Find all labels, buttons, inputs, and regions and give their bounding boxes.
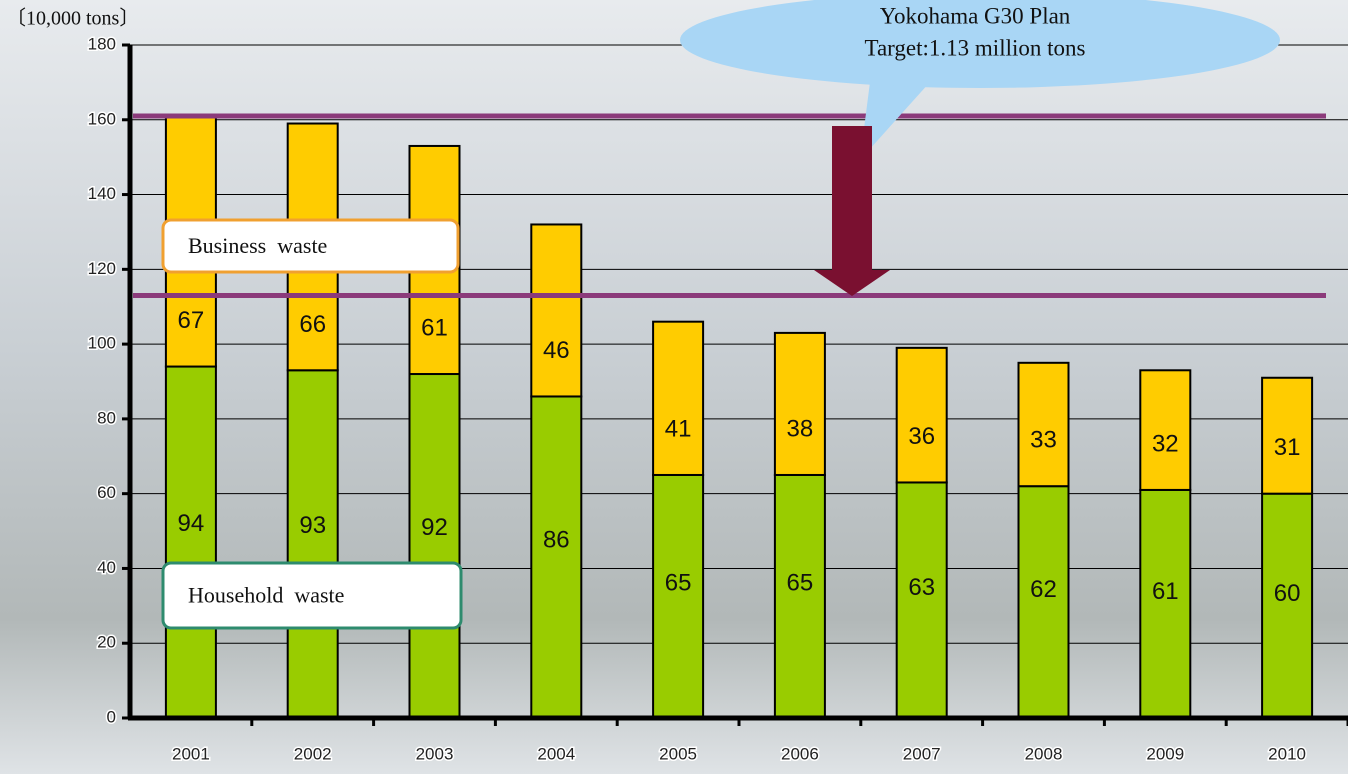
value-label: 41 xyxy=(665,415,692,442)
x-tick-label: 2003 xyxy=(416,744,454,763)
bar-segment xyxy=(531,224,581,396)
x-tick-label: 2004 xyxy=(537,744,575,763)
value-label: 94 xyxy=(178,510,205,537)
y-tick-label: 180 xyxy=(88,34,116,53)
value-label: 93 xyxy=(299,512,326,539)
y-tick-label: 120 xyxy=(88,259,116,278)
legend-label: Household waste xyxy=(188,583,344,608)
chart: 94 67 93 66 92 61 86 46 65 41 65 38 63 36 62 33 61 32 60 31… xyxy=(0,0,1348,774)
value-label: 31 xyxy=(1274,434,1301,461)
value-label: 92 xyxy=(421,514,448,541)
x-tick-label: 2008 xyxy=(1025,744,1063,763)
value-label: 61 xyxy=(1152,578,1179,605)
x-tick-label: 2006 xyxy=(781,744,819,763)
x-tick-label: 2010 xyxy=(1268,744,1306,763)
value-label: 66 xyxy=(299,311,326,338)
value-label: 67 xyxy=(178,307,205,334)
value-label: 60 xyxy=(1274,580,1301,607)
bar-segment xyxy=(288,370,338,718)
value-label: 65 xyxy=(665,570,692,597)
value-label: 86 xyxy=(543,526,570,553)
value-label: 63 xyxy=(908,574,935,601)
bar-segment xyxy=(653,322,703,475)
callout-title: Yokohama G30 Plan xyxy=(880,3,1071,28)
y-tick-label: 140 xyxy=(88,184,116,203)
value-label: 46 xyxy=(543,337,570,364)
x-tick-label: 2009 xyxy=(1146,744,1184,763)
callout-target: Target:1.13 million tons xyxy=(865,35,1086,60)
y-axis-label: 〔10,000 tons〕 xyxy=(6,7,139,30)
legend-label: Business waste xyxy=(188,233,327,258)
y-tick-label: 0 xyxy=(107,707,116,726)
y-tick-label: 100 xyxy=(88,334,116,353)
x-tick-label: 2001 xyxy=(172,744,210,763)
y-tick-label: 20 xyxy=(97,633,116,652)
x-tick-label: 2002 xyxy=(294,744,332,763)
x-tick-label: 2007 xyxy=(903,744,941,763)
bar-segment xyxy=(166,367,216,718)
bar-segment xyxy=(775,333,825,475)
y-tick-label: 80 xyxy=(97,408,116,427)
value-label: 36 xyxy=(908,423,935,450)
bar-segment xyxy=(1019,363,1069,486)
value-label: 62 xyxy=(1030,576,1057,603)
y-tick-label: 160 xyxy=(88,109,116,128)
value-label: 38 xyxy=(787,415,814,442)
value-label: 32 xyxy=(1152,430,1179,457)
value-label: 65 xyxy=(787,570,814,597)
bar-segment xyxy=(531,396,581,718)
bar-segment xyxy=(897,348,947,483)
x-tick-label: 2005 xyxy=(659,744,697,763)
value-label: 61 xyxy=(421,314,448,341)
y-tick-label: 40 xyxy=(97,558,116,577)
bar-segment xyxy=(410,374,460,718)
value-label: 33 xyxy=(1030,427,1057,454)
y-tick-label: 60 xyxy=(97,483,116,502)
